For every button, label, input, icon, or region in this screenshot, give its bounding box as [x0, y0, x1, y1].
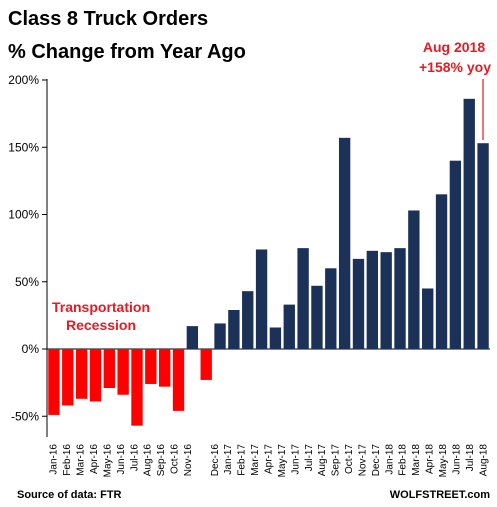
recession-label-line2: Recession [66, 317, 136, 333]
callout-label-line2: +158% yoy [419, 59, 491, 75]
x-tick-label: Aug-17 [317, 444, 328, 477]
recession-label-line1: Transportation [52, 299, 150, 315]
x-tick-label: Feb-18 [398, 444, 409, 476]
bar [103, 349, 115, 389]
x-tick-label: Feb-17 [237, 444, 248, 476]
bar [352, 258, 365, 349]
x-tick-label: Dec-17 [371, 444, 382, 477]
bar [214, 323, 226, 349]
y-ticks: -50% 0% 50% 100% 150% 200% [8, 73, 47, 423]
x-tick-label: Feb-16 [62, 444, 73, 476]
y-tick-label: 50% [15, 275, 39, 289]
bar [477, 143, 489, 349]
x-tick-label: Jul-17 [304, 444, 315, 472]
callout-label-line1: Aug 2018 [423, 39, 485, 55]
x-tick-label: Jan-16 [49, 444, 60, 475]
bar [297, 248, 309, 350]
bar [159, 349, 171, 387]
bar [269, 327, 282, 349]
chart-subtitle: % Change from Year Ago [8, 41, 246, 63]
y-tick-label: 150% [8, 140, 39, 154]
x-tick-label: Mar-16 [76, 444, 87, 476]
x-tick-label: Jan-17 [223, 444, 234, 475]
x-tick-label: Jun-16 [116, 444, 127, 475]
bar [89, 349, 102, 402]
bar [435, 194, 448, 349]
x-tick-label: Jul-18 [465, 444, 476, 472]
y-tick-label: 100% [8, 208, 39, 222]
x-tick-label: Apr-16 [89, 444, 100, 474]
brand-note: WOLFSTREET.com [390, 489, 490, 501]
x-tick-label: Nov-16 [183, 444, 194, 477]
bar [75, 349, 88, 399]
x-tick-label: Apr-18 [425, 444, 436, 474]
chart-title: Class 8 Truck Orders [8, 8, 208, 30]
x-tick-label: Aug-18 [478, 444, 489, 477]
bar [408, 210, 420, 349]
bar [283, 304, 295, 349]
bar [172, 349, 185, 411]
x-tick-label: May-16 [102, 444, 113, 478]
bar [228, 310, 240, 350]
bar [242, 291, 254, 350]
x-tick-label: May-17 [277, 444, 288, 478]
x-tick-label: Nov-17 [357, 444, 368, 477]
y-tick-label: -50% [11, 409, 39, 423]
y-tick-label: 0% [22, 342, 40, 356]
bar [380, 252, 392, 349]
bar [422, 288, 434, 349]
bars [48, 98, 489, 426]
bar [48, 349, 60, 415]
x-tick-label: Jan-18 [384, 444, 395, 475]
y-tick-label: 200% [8, 73, 39, 87]
bar [394, 248, 406, 350]
x-tick-label: Dec-16 [210, 444, 221, 477]
source-note: Source of data: FTR [17, 489, 122, 501]
x-tick-label: Jun-17 [290, 444, 301, 475]
bar [255, 249, 268, 349]
x-tick-label: Jun-18 [451, 444, 462, 475]
x-tick-label: Mar-17 [250, 444, 261, 476]
x-tick-label: Oct-17 [344, 444, 355, 474]
x-tick-label: May-18 [438, 444, 449, 478]
bar [366, 250, 378, 349]
x-tick-label: Aug-16 [143, 444, 154, 477]
bar [200, 349, 212, 380]
x-tick-label: Mar-18 [411, 444, 422, 476]
bar [117, 349, 129, 395]
bar [338, 137, 351, 349]
bar [62, 349, 74, 406]
x-tick-label: Oct-16 [170, 444, 181, 474]
bar [449, 160, 462, 349]
bar [145, 349, 157, 384]
x-tick-label: Sep-17 [331, 444, 342, 477]
bar [463, 98, 475, 349]
x-ticks: Jan-16 Feb-16 Mar-16 Apr-16 May-16 Jun-16 Jul-… [49, 444, 490, 478]
x-tick-label: Sep-16 [156, 444, 167, 477]
bar [186, 326, 199, 349]
bar [311, 285, 323, 349]
bar [131, 349, 143, 426]
x-tick-label: Jul-16 [129, 444, 140, 472]
bar [325, 268, 337, 349]
x-tick-label: Apr-17 [264, 444, 275, 474]
